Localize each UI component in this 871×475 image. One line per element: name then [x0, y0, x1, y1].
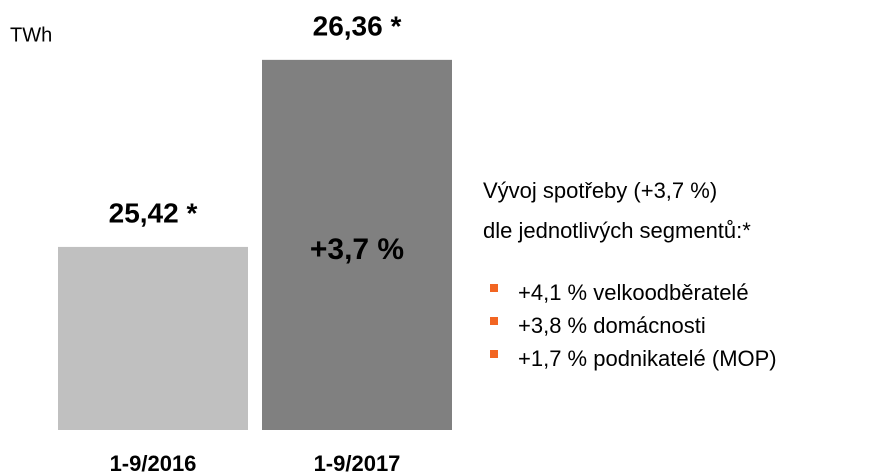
note-item: +4,1 % velkoodběratelé	[518, 280, 749, 305]
x-tick-label: 1-9/2017	[314, 451, 401, 475]
note-item: +1,7 % podnikatelé (MOP)	[518, 346, 777, 371]
bar	[262, 59, 452, 431]
annotation: +3,7 %	[310, 233, 404, 266]
bullet	[490, 284, 498, 292]
bar	[58, 246, 248, 430]
bullet	[490, 317, 498, 325]
note-item: +3,8 % domácnosti	[518, 313, 706, 338]
note-title: Vývoj spotřeby (+3,7 %)	[483, 178, 717, 203]
x-tick-label: 1-9/2016	[110, 451, 197, 475]
value-label: 25,42 *	[109, 197, 198, 228]
bullet	[490, 350, 498, 358]
value-label: 26,36 *	[313, 10, 402, 41]
unit-label: TWh	[10, 24, 52, 46]
note-title: dle jednotlivých segmentů:*	[483, 218, 751, 243]
